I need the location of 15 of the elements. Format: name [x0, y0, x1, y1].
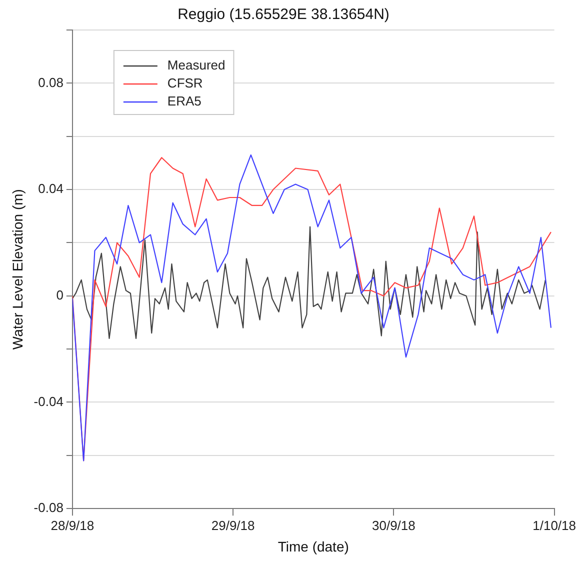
x-tick-label: 1/10/18 — [532, 518, 576, 533]
y-axis-title: Water Level Elevation (m) — [9, 189, 26, 350]
x-tick-label: 28/9/18 — [50, 518, 94, 533]
y-tick-label: -0.04 — [34, 394, 64, 409]
x-axis-title: Time (date) — [278, 538, 349, 554]
y-tick-label: 0 — [56, 287, 64, 302]
y-tick-label: -0.08 — [34, 500, 64, 516]
legend-label: Measured — [167, 58, 226, 73]
x-tick-label: 30/9/18 — [372, 518, 416, 533]
y-tick-label: 0.08 — [38, 74, 64, 90]
legend-label: CFSR — [167, 76, 203, 91]
chart-title: Reggio (15.65529E 38.13654N) — [178, 6, 390, 24]
y-tick-label: 0.04 — [38, 181, 64, 196]
legend-label: ERA5 — [167, 94, 202, 109]
x-tick-label: 29/9/18 — [211, 518, 255, 533]
